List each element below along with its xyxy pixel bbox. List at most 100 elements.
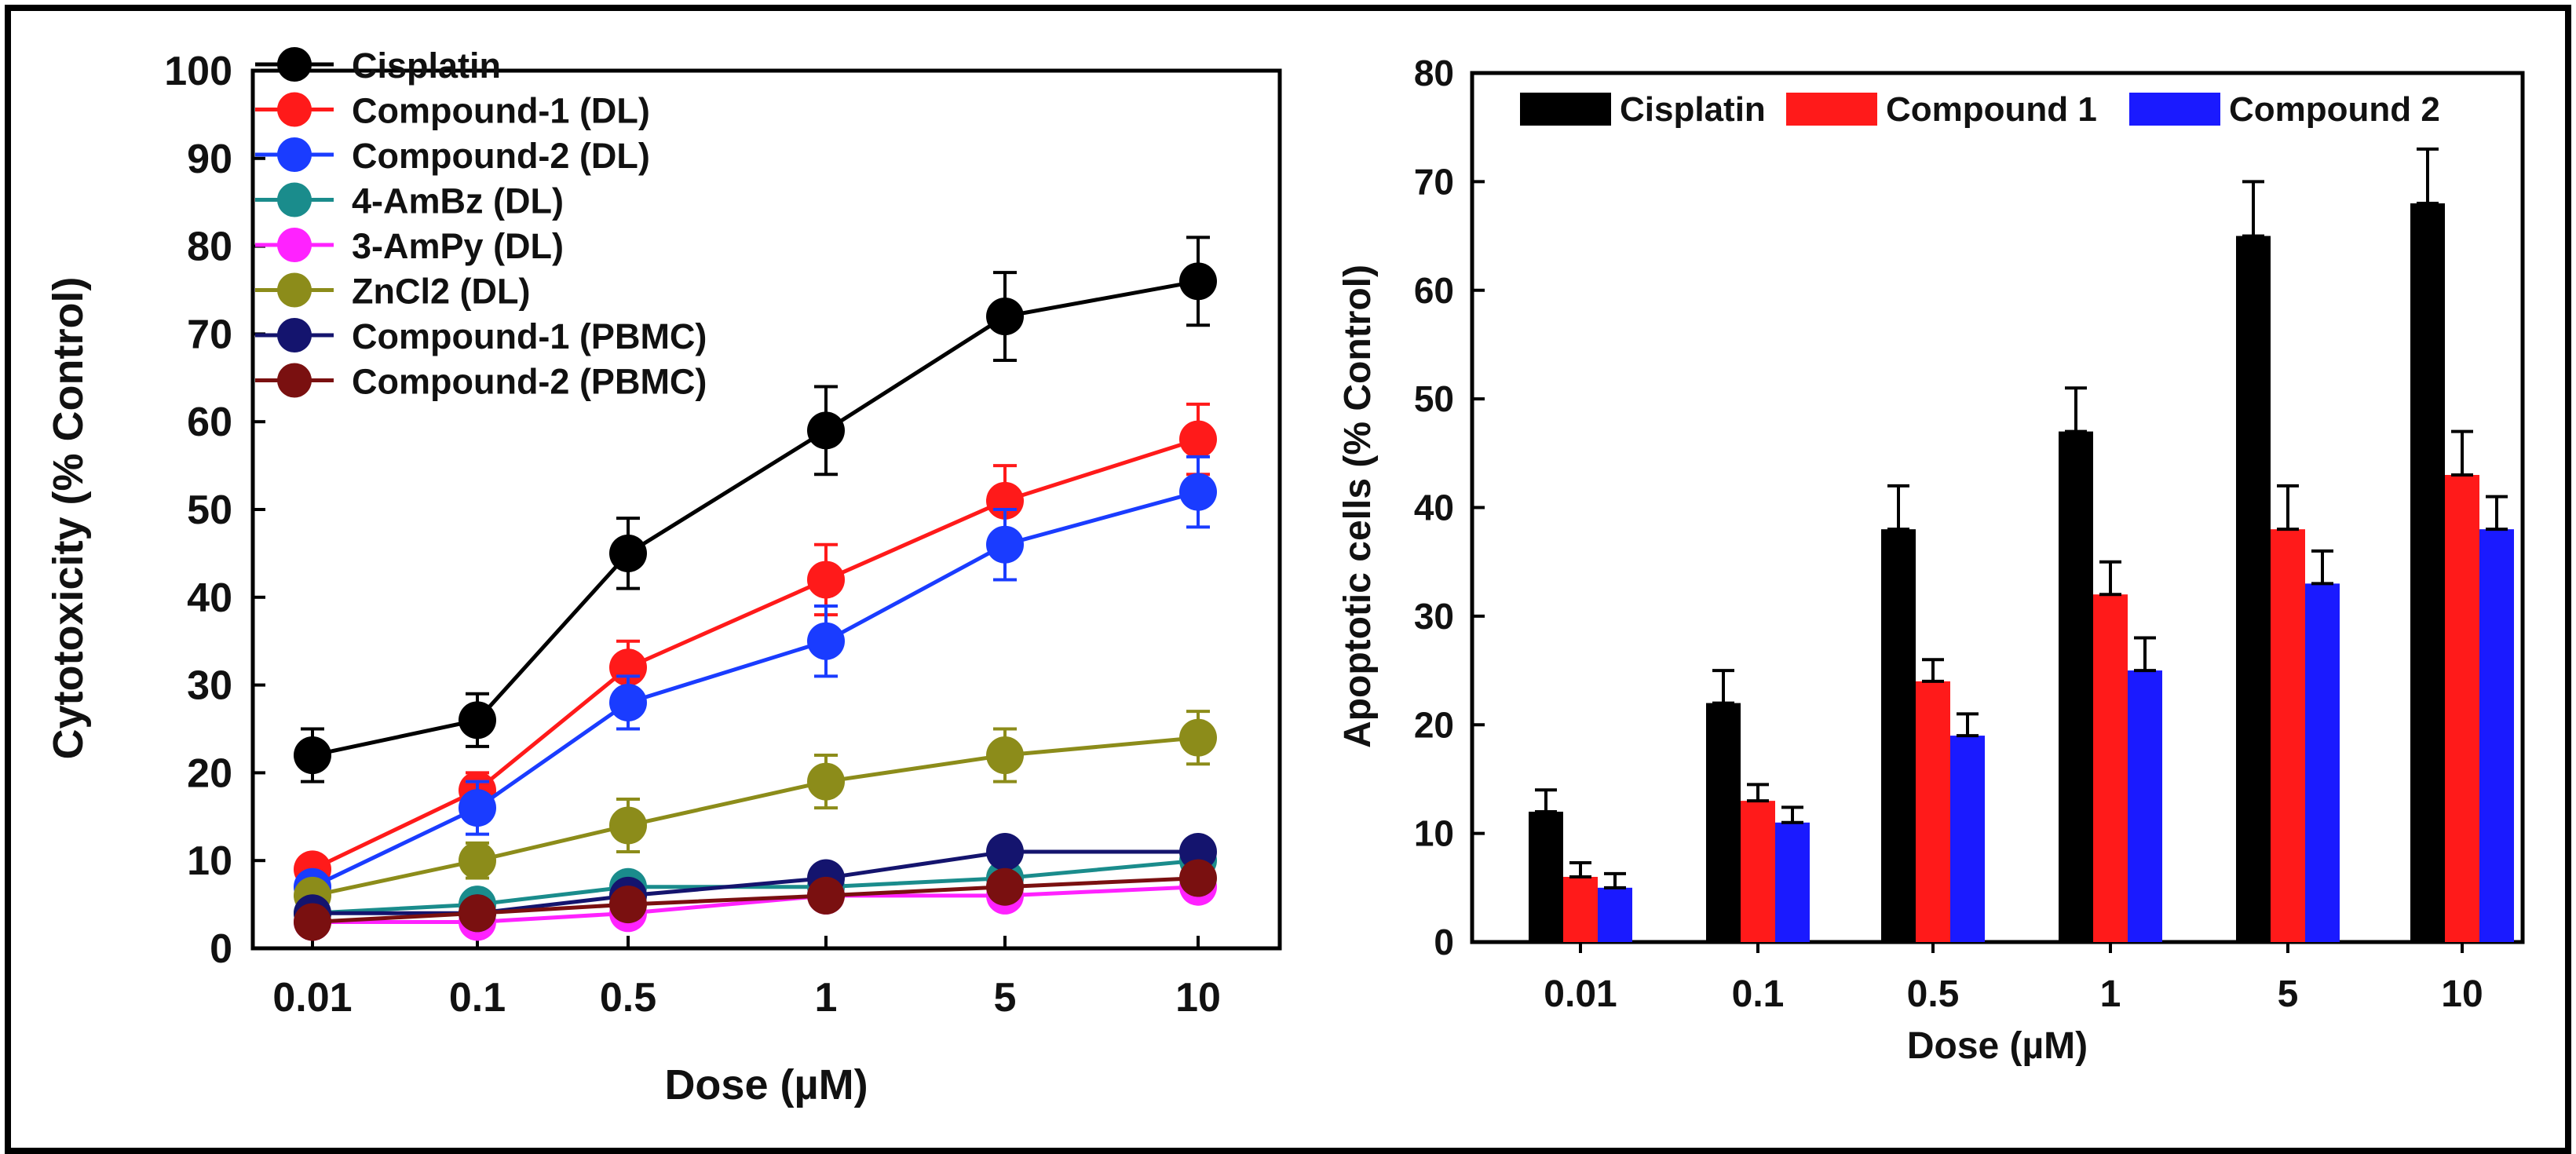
left-data-point	[807, 622, 845, 660]
left-legend-label: ZnCl2 (DL)	[352, 272, 530, 312]
left-x-tick-label: 0.01	[272, 975, 352, 1021]
right-bar	[1950, 736, 1985, 942]
left-series-7	[294, 859, 1217, 941]
right-series-1	[1563, 429, 2479, 942]
left-data-point	[609, 806, 647, 845]
right-y-tick-label: 60	[1414, 270, 1454, 311]
right-x-tick-label: 5	[2278, 973, 2299, 1015]
right-bar	[2305, 583, 2340, 942]
left-legend-item: 3-AmPy (DL)	[255, 226, 564, 266]
left-data-point	[986, 525, 1024, 564]
right-error-bar	[2134, 636, 2156, 673]
left-legend-label: Compound-2 (PBMC)	[352, 362, 707, 402]
left-data-point	[1179, 718, 1217, 757]
left-x-tick-label: 1	[815, 975, 838, 1021]
left-data-point	[459, 894, 496, 933]
left-x-tick-label: 0.5	[600, 975, 656, 1021]
right-error-bar	[2486, 495, 2508, 531]
left-legend-item: Compound-1 (DL)	[255, 91, 650, 131]
left-legend-swatch-marker	[277, 318, 312, 352]
right-y-tick-label: 40	[1414, 488, 1454, 528]
left-y-tick-label: 30	[187, 663, 232, 709]
left-data-point	[1179, 859, 1217, 897]
apoptosis-bar-chart: 0 10 20 30 40 50 60 70 80 0.01 0.1 0.5 1 5 10 Cisplat…	[1337, 53, 2525, 1067]
right-bar	[1881, 529, 1916, 942]
right-legend-swatch	[2129, 93, 2220, 126]
right-bar	[1563, 876, 1598, 942]
left-legend-swatch-marker	[277, 92, 312, 127]
right-error-bar	[1957, 712, 1979, 738]
left-legend-swatch-marker	[277, 47, 312, 82]
left-x-tick-label: 5	[994, 975, 1017, 1021]
left-data-point	[986, 298, 1024, 336]
left-legend-item: Compound-2 (DL)	[255, 136, 650, 176]
left-data-point	[294, 736, 331, 775]
left-data-point	[986, 833, 1024, 871]
right-error-bar	[1887, 484, 1909, 531]
right-series-0	[1529, 147, 2445, 942]
left-data-point	[807, 561, 845, 599]
left-data-point	[294, 903, 331, 941]
right-legend: Cisplatin Compound 1 Compound 2	[1520, 90, 2440, 129]
right-error-bar	[2065, 386, 2087, 433]
left-data-point	[609, 886, 647, 924]
left-data-point	[807, 876, 845, 915]
left-legend-item: Compound-1 (PBMC)	[255, 316, 707, 356]
right-bar	[2093, 594, 2128, 942]
right-y-tick-label: 80	[1414, 53, 1454, 93]
right-legend-swatch	[1520, 93, 1611, 126]
right-bar	[2128, 670, 2162, 942]
left-data-point	[807, 411, 845, 450]
left-data-point	[1179, 262, 1217, 301]
right-legend-item: Compound 1	[1786, 90, 2097, 129]
left-legend-label: 3-AmPy (DL)	[352, 226, 564, 266]
right-bar	[2271, 529, 2305, 942]
left-legend-item: ZnCl2 (DL)	[255, 272, 530, 312]
left-y-tick-label: 40	[187, 575, 232, 621]
left-data-point	[459, 842, 496, 880]
right-x-tick-label: 1	[2100, 973, 2121, 1015]
left-y-axis-title: Cytotoxicity (% Control)	[45, 277, 92, 760]
right-bar	[2479, 529, 2514, 942]
left-legend-label: 4-AmBz (DL)	[352, 181, 564, 221]
figure-frame	[5, 5, 2571, 1154]
left-x-tick-label: 10	[1175, 975, 1221, 1021]
left-x-axis: 0.01 0.1 0.5 1 5 10	[272, 936, 1221, 1021]
right-bar	[1775, 822, 1810, 942]
left-series-0	[294, 236, 1217, 783]
right-bar	[1916, 681, 1950, 942]
left-series-group	[294, 236, 1217, 941]
left-series-line	[312, 876, 1199, 924]
right-bar	[1598, 887, 1632, 942]
left-series-line	[311, 490, 1199, 889]
left-series-line	[312, 885, 1199, 924]
right-error-bar	[2242, 180, 2264, 238]
right-y-tick-label: 10	[1414, 813, 1454, 854]
left-data-point	[1179, 420, 1217, 458]
right-error-bar	[1712, 669, 1734, 705]
left-data-point	[459, 701, 496, 740]
left-series-2	[294, 455, 1217, 906]
right-x-tick-label: 0.5	[1907, 973, 1960, 1015]
right-error-bar	[2277, 484, 2299, 531]
right-x-tick-label: 0.01	[1544, 973, 1617, 1015]
right-error-bar	[1535, 788, 1557, 813]
left-y-tick-label: 60	[187, 400, 232, 445]
right-error-bar	[1604, 871, 1626, 889]
left-x-tick-label: 0.1	[449, 975, 506, 1021]
right-series-group	[1529, 147, 2514, 942]
right-error-bar	[2099, 560, 2121, 597]
right-y-tick-label: 20	[1414, 704, 1454, 745]
left-legend-swatch-marker	[277, 272, 312, 308]
left-y-tick-label: 100	[164, 49, 232, 94]
left-y-tick-label: 20	[187, 750, 232, 796]
left-data-point	[986, 867, 1024, 906]
right-legend-item: Compound 2	[2129, 90, 2440, 129]
left-legend-swatch-marker	[277, 182, 312, 217]
right-y-tick-label: 30	[1414, 596, 1454, 637]
left-data-point	[459, 789, 496, 827]
right-y-tick-label: 0	[1434, 922, 1454, 962]
left-series-line	[312, 279, 1199, 758]
right-x-axis-title: Dose (µM)	[1907, 1025, 2088, 1067]
right-x-tick-label: 0.1	[1732, 973, 1785, 1015]
